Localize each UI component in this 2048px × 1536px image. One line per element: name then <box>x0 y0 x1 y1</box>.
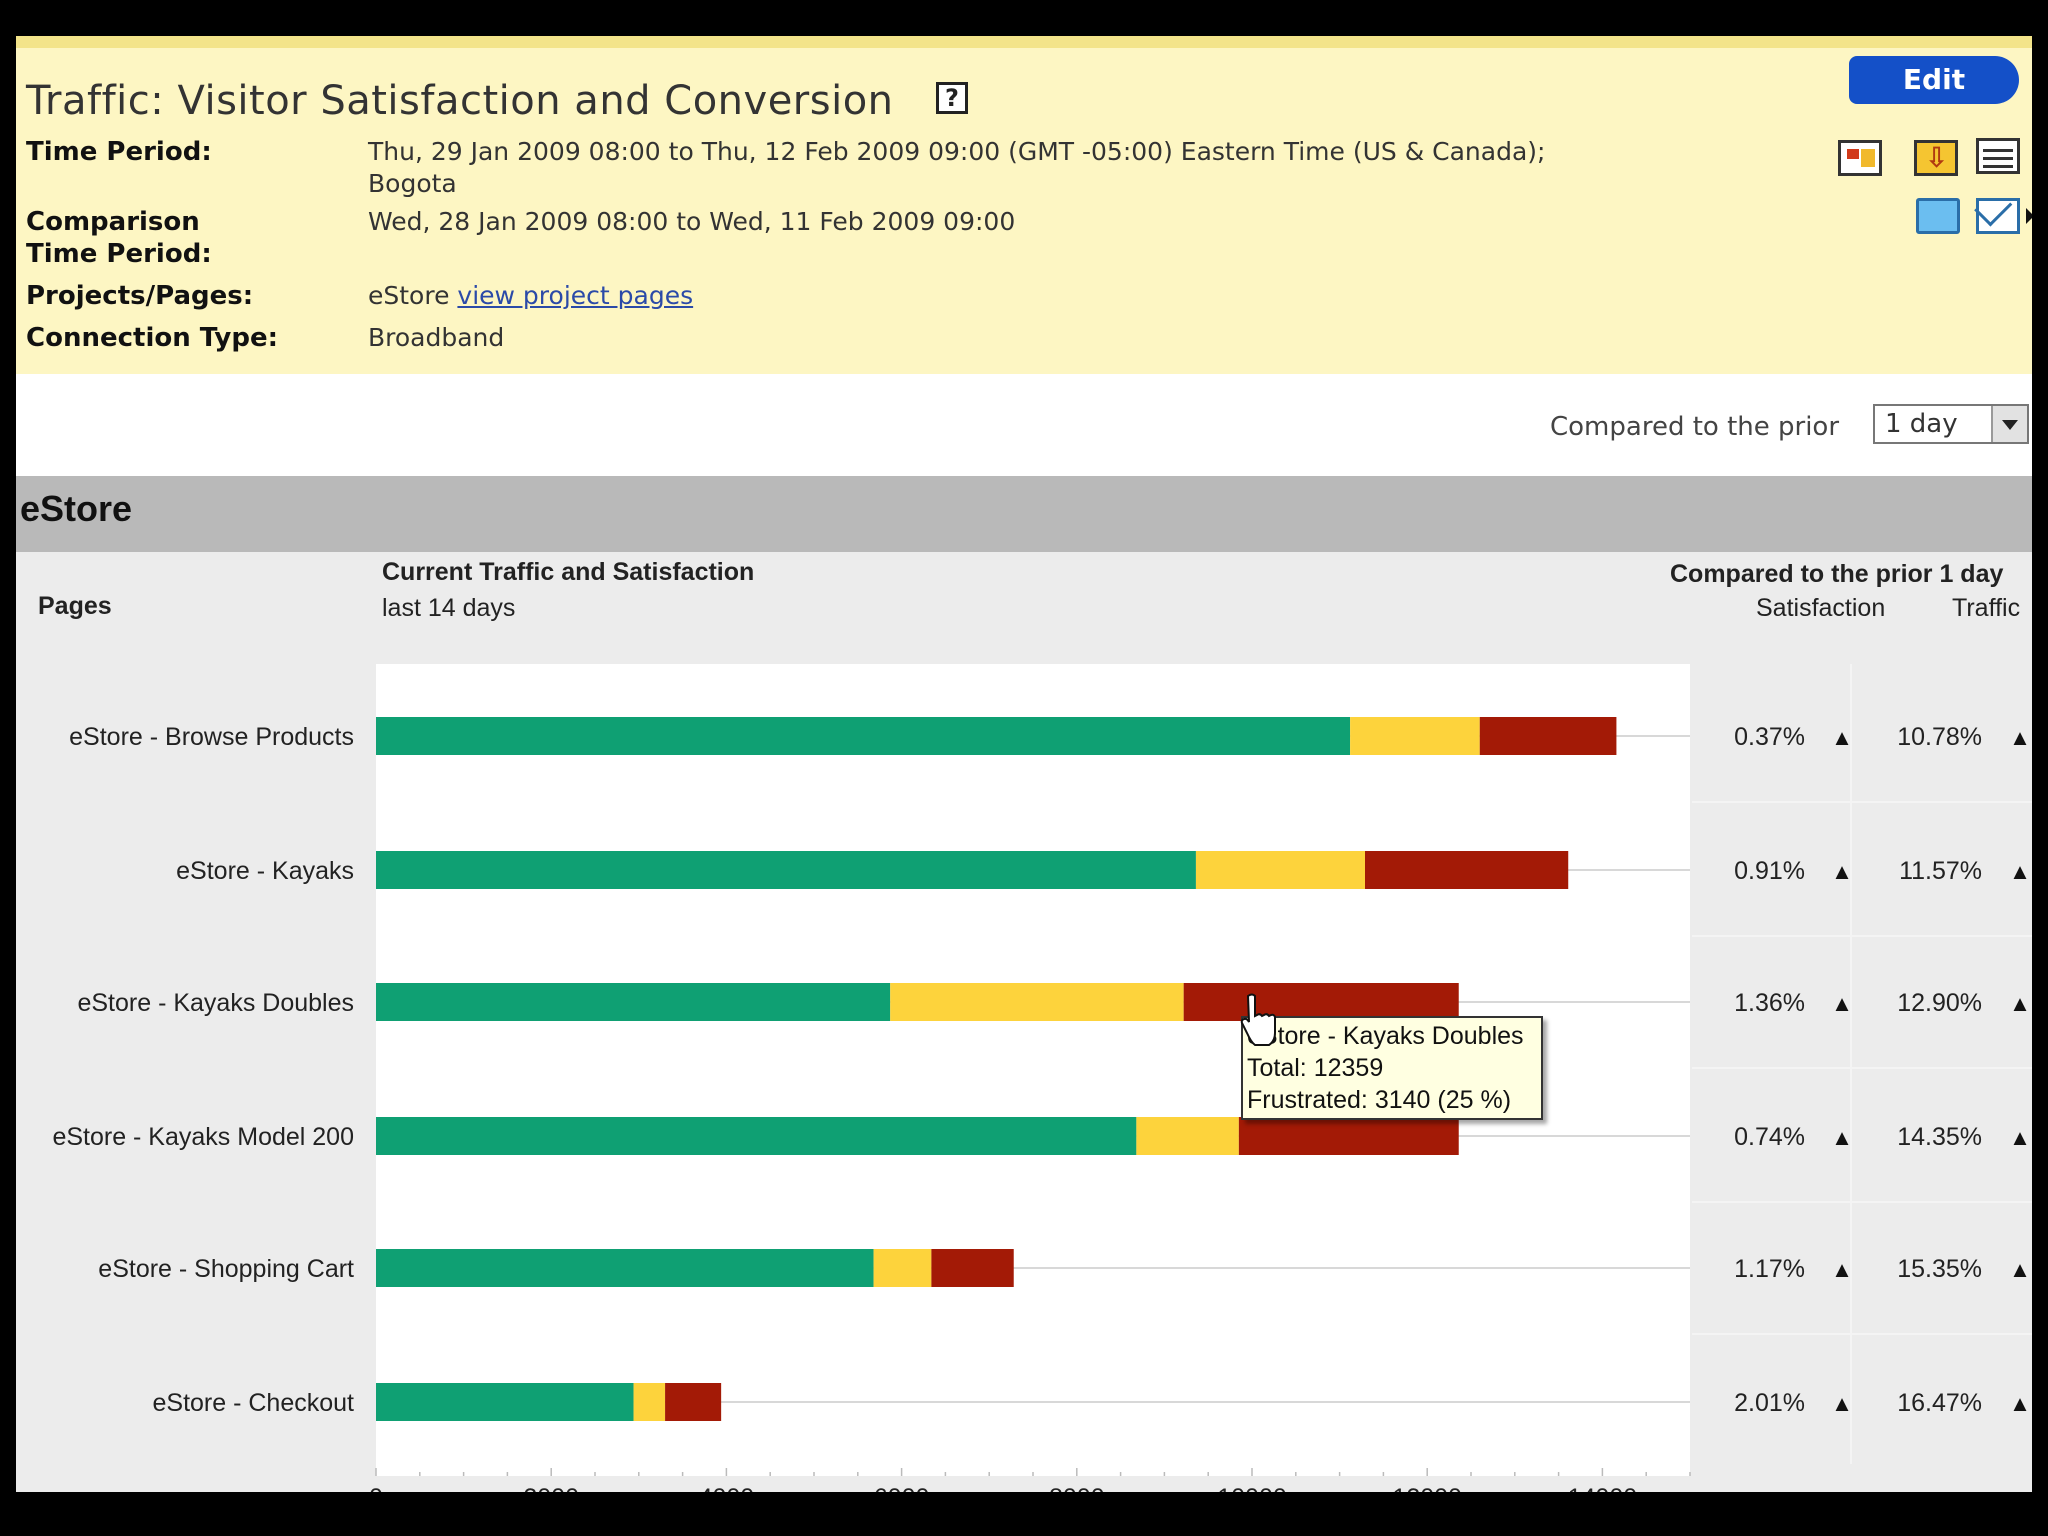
x-tick-label: 0 <box>369 1484 383 1492</box>
print-icon[interactable] <box>1976 138 2020 174</box>
compare-column-header: Compared to the prior 1 day <box>1670 560 2004 588</box>
x-tick-label: 10000 <box>1217 1484 1287 1492</box>
help-icon[interactable]: ? <box>936 82 968 114</box>
page-label: eStore - Shopping Cart <box>98 1255 354 1283</box>
bar-tolerating[interactable] <box>890 983 1184 1021</box>
view-project-pages-link[interactable]: view project pages <box>457 281 694 310</box>
up-arrow-icon: ▲ <box>1831 1257 1853 1282</box>
pages-column-header: Pages <box>38 592 112 620</box>
bar-frustrated[interactable] <box>1365 851 1569 889</box>
satisfaction-change: 1.17% <box>1734 1255 1805 1283</box>
report-header: Traffic: Visitor Satisfaction and Conver… <box>16 36 2032 374</box>
bar-frustrated[interactable] <box>665 1383 722 1421</box>
compare-label: Compared to the prior <box>1550 412 1840 442</box>
tooltip-page: eStore - Kayaks Doubles <box>1247 1022 1524 1050</box>
section-header: eStore <box>16 476 2032 552</box>
traffic-chart: eStore - Browse Products 0.37% ▲ 10.78% ▲ eSt… <box>52 717 2032 1492</box>
bar-tolerating[interactable] <box>1136 1117 1239 1155</box>
bar-satisfied[interactable] <box>376 851 1196 889</box>
bar-satisfied[interactable] <box>376 717 1351 755</box>
traffic-change: 11.57% <box>1899 857 1982 885</box>
connection-value: Broadband <box>368 323 505 352</box>
traffic-change: 15.35% <box>1897 1255 1982 1283</box>
bar-frustrated[interactable] <box>1183 983 1459 1021</box>
edit-button[interactable]: Edit <box>1849 56 2019 104</box>
x-tick-label: 8000 <box>1049 1484 1105 1492</box>
up-arrow-icon: ▲ <box>1831 725 1853 750</box>
section-title: eStore <box>20 488 133 529</box>
project-name: eStore <box>368 281 450 310</box>
satisfaction-change: 0.91% <box>1734 857 1805 885</box>
report-panel: Pages Current Traffic and Satisfaction l… <box>16 552 2032 1492</box>
up-arrow-icon: ▲ <box>1831 1391 1853 1416</box>
bar-frustrated[interactable] <box>1479 717 1617 755</box>
connection-label: Connection Type: <box>26 323 279 353</box>
compare-period-value: 1 day <box>1885 409 1958 439</box>
up-arrow-icon: ▲ <box>2009 1125 2031 1150</box>
export-icon[interactable]: ⇩ <box>1914 140 1958 176</box>
traffic-column-header: Traffic <box>1952 594 2021 622</box>
bar-satisfied[interactable] <box>376 1249 874 1287</box>
email-menu-arrow-icon[interactable] <box>2026 208 2032 224</box>
satisfaction-change: 0.37% <box>1734 723 1805 751</box>
chevron-down-icon[interactable] <box>1991 406 2027 442</box>
compare-period-select[interactable]: 1 day <box>1873 404 2029 444</box>
satisfaction-change: 0.74% <box>1734 1123 1805 1151</box>
time-period-value: Thu, 29 Jan 2009 08:00 to Thu, 12 Feb 20… <box>368 137 1546 166</box>
x-tick-label: 4000 <box>699 1484 755 1492</box>
comparison-value: Wed, 28 Jan 2009 08:00 to Wed, 11 Feb 20… <box>368 207 1016 236</box>
tooltip-frustrated: Frustrated: 3140 (25 %) <box>1247 1086 1512 1114</box>
x-tick-label: 12000 <box>1392 1484 1462 1492</box>
projects-label: Projects/Pages: <box>26 281 254 311</box>
tooltip-total: Total: 12359 <box>1247 1054 1384 1082</box>
bar-frustrated[interactable] <box>931 1249 1014 1287</box>
x-tick-label: 6000 <box>874 1484 930 1492</box>
up-arrow-icon: ▲ <box>2009 1391 2031 1416</box>
traffic-change: 10.78% <box>1897 723 1982 751</box>
traffic-change: 12.90% <box>1897 989 1982 1017</box>
x-tick-label: 14000 <box>1568 1484 1638 1492</box>
comparison-label-cont: Time Period: <box>26 239 212 269</box>
column-divider <box>1850 664 1852 1464</box>
traffic-change: 14.35% <box>1897 1123 1982 1151</box>
bar-satisfied[interactable] <box>376 1383 634 1421</box>
projects-value: eStore view project pages <box>368 280 693 312</box>
chart-title: Current Traffic and Satisfaction <box>382 558 755 586</box>
traffic-change: 16.47% <box>1897 1389 1982 1417</box>
up-arrow-icon: ▲ <box>2009 1257 2031 1282</box>
page-label: eStore - Checkout <box>153 1389 355 1417</box>
bar-satisfied[interactable] <box>376 1117 1137 1155</box>
satisfaction-change: 2.01% <box>1734 1389 1805 1417</box>
satisfaction-change: 1.36% <box>1734 989 1805 1017</box>
email-icon[interactable] <box>1976 198 2020 234</box>
chart-subtitle: last 14 days <box>382 594 516 622</box>
up-arrow-icon: ▲ <box>2009 991 2031 1016</box>
time-period-value-cont: Bogota <box>368 169 457 198</box>
page-label: eStore - Kayaks Doubles <box>77 989 354 1017</box>
report-icon[interactable] <box>1838 140 1882 176</box>
bar-satisfied[interactable] <box>376 983 891 1021</box>
bar-tolerating[interactable] <box>1195 851 1366 889</box>
folder-icon[interactable] <box>1916 198 1960 234</box>
up-arrow-icon: ▲ <box>1831 859 1853 884</box>
bar-tolerating[interactable] <box>873 1249 932 1287</box>
bar-tolerating[interactable] <box>633 1383 666 1421</box>
up-arrow-icon: ▲ <box>1831 991 1853 1016</box>
up-arrow-icon: ▲ <box>1831 1125 1853 1150</box>
hand-cursor-icon <box>1240 993 1276 1046</box>
page-label: eStore - Kayaks Model 200 <box>52 1123 354 1151</box>
page-label: eStore - Kayaks <box>176 857 354 885</box>
bar-tooltip: eStore - Kayaks Doubles Total: 12359 Fru… <box>1241 1016 1543 1120</box>
report-window: Traffic: Visitor Satisfaction and Conver… <box>16 36 2032 1492</box>
up-arrow-icon: ▲ <box>2009 859 2031 884</box>
bar-tolerating[interactable] <box>1350 717 1480 755</box>
comparison-label: Comparison <box>26 207 200 237</box>
up-arrow-icon: ▲ <box>2009 725 2031 750</box>
bar-frustrated[interactable] <box>1238 1117 1459 1155</box>
page-title: Traffic: Visitor Satisfaction and Conver… <box>26 78 894 124</box>
time-period-label: Time Period: <box>26 137 212 167</box>
satisfaction-column-header: Satisfaction <box>1756 594 1886 622</box>
page-label: eStore - Browse Products <box>69 723 354 751</box>
